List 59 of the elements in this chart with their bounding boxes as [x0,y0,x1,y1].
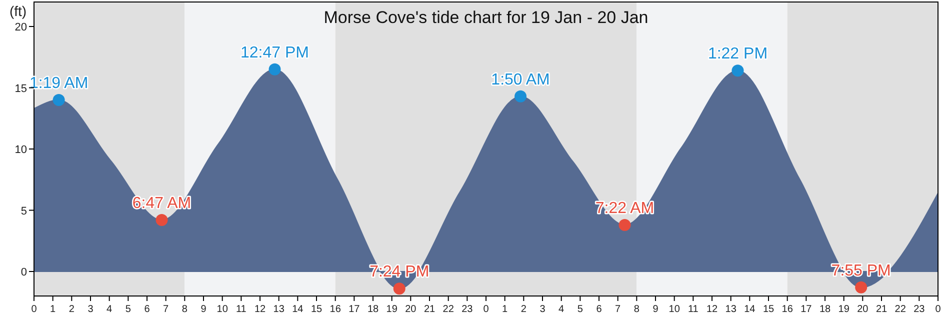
x-tick-label: 17 [800,304,812,315]
x-tick-label: 6 [596,304,602,315]
x-tick-label: 17 [348,304,360,315]
y-axis-title: (ft) [9,3,27,19]
x-tick-label: 2 [68,304,75,315]
x-tick-label: 14 [744,304,756,315]
x-tick-label: 4 [558,304,565,315]
x-tick-label: 4 [106,304,113,315]
x-tick-label: 7 [163,304,170,315]
y-tick-label: 5 [20,205,27,218]
x-tick-label: 8 [634,304,640,315]
x-tick-label: 1 [502,304,508,315]
chart-title: Morse Cove's tide chart for 19 Jan - 20 Jan [324,8,648,27]
x-tick-label: 6 [144,304,150,315]
x-tick-label: 2 [520,304,527,315]
x-tick-label: 0 [31,304,38,315]
x-tick-label: 16 [782,304,794,315]
x-tick-label: 12 [706,304,718,315]
x-tick-label: 16 [330,304,342,315]
x-tick-label: 23 [462,304,474,315]
x-tick-label: 19 [838,304,850,315]
x-tick-label: 0 [483,304,490,315]
x-tick-label: 21 [876,304,888,315]
annotation: 12:47 PM [240,44,309,62]
x-tick-label: 8 [182,304,188,315]
annotation: 1:22 PM [708,46,768,63]
y-tick-label: 20 [14,22,27,34]
x-tick-label: 5 [125,304,132,315]
x-tick-label: 20 [857,304,869,315]
y-tick-label: 0 [20,266,27,278]
x-tick-label: 3 [88,304,94,315]
x-tick-label: 23 [914,304,926,315]
x-tick-label: 15 [762,304,774,315]
x-tick-label: 18 [819,304,831,315]
y-tick-label: 10 [14,144,27,156]
x-tick-label: 10 [216,304,228,315]
x-tick-label: 22 [442,304,454,315]
x-tick-label: 3 [540,304,546,315]
x-tick-label: 13 [725,304,737,315]
y-tick-label: 15 [14,82,27,95]
x-tick-label: 7 [615,304,622,315]
x-tick-label: 15 [310,304,322,315]
x-tick-label: 11 [236,304,247,315]
x-tick-label: 12 [254,304,266,315]
x-tick-label: 19 [386,304,398,315]
x-tick-label: 0 [935,304,942,315]
x-tick-label: 14 [292,304,304,315]
x-tick-label: 10 [668,304,680,315]
x-tick-label: 9 [652,304,659,315]
x-tick-label: 13 [273,304,285,315]
x-tick-label: 22 [894,304,906,315]
annotation: 1:50 AM [491,71,550,88]
x-tick-label: 18 [367,304,379,315]
x-tick-label: 21 [424,304,436,315]
x-tick-label: 20 [405,304,417,315]
x-tick-label: 5 [577,304,584,315]
x-tick-label: 1 [50,304,56,315]
x-tick-label: 9 [200,304,207,315]
x-tick-label: 11 [688,304,699,315]
